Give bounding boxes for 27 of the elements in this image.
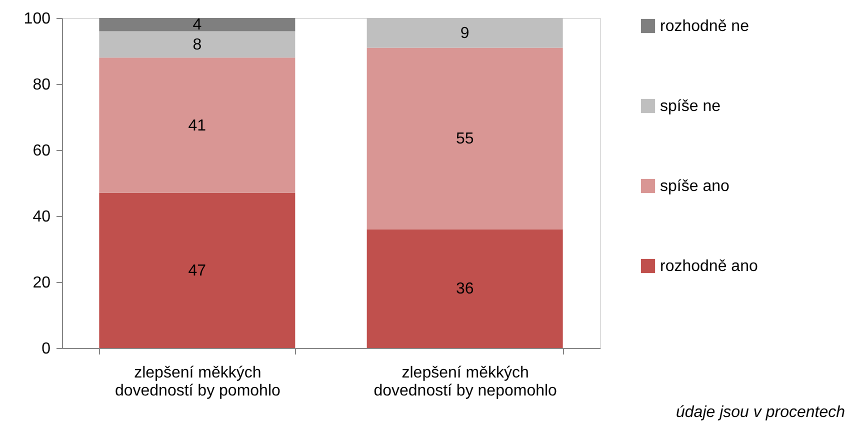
y-tick-label: 20 bbox=[32, 274, 51, 292]
bar bbox=[99, 58, 296, 193]
bar bbox=[366, 18, 563, 48]
data-label: 36 bbox=[456, 280, 474, 298]
data-label: 8 bbox=[192, 36, 202, 54]
y-tick-label: 40 bbox=[32, 208, 51, 226]
legend-label: spíše ne bbox=[660, 98, 721, 115]
bar bbox=[99, 192, 296, 348]
bar bbox=[366, 229, 563, 348]
y-tick-label: 60 bbox=[32, 142, 51, 160]
text: údaje jsou v procentech bbox=[676, 404, 846, 421]
data-label: 55 bbox=[456, 130, 474, 148]
bar bbox=[99, 18, 296, 32]
data-label: 41 bbox=[188, 117, 206, 134]
x-tick-label: zlepšení měkkých dovedností by nepomohlo bbox=[374, 364, 558, 400]
y-tick-label: 0 bbox=[42, 340, 51, 358]
x-tick-label: zlepšení měkkých dovedností by pomohlo bbox=[114, 364, 280, 400]
legend-label: spíše ano bbox=[660, 178, 730, 195]
legend-label: rozhodně ne bbox=[660, 18, 750, 35]
y-tick-label: 80 bbox=[32, 76, 51, 94]
data-label: 47 bbox=[188, 262, 206, 280]
bar bbox=[99, 31, 296, 58]
y-tick-label: 100 bbox=[24, 10, 51, 28]
data-label: 9 bbox=[460, 24, 470, 42]
legend-label: rozhodně ano bbox=[660, 258, 758, 275]
bar bbox=[366, 48, 563, 230]
data-label: 4 bbox=[192, 16, 202, 34]
